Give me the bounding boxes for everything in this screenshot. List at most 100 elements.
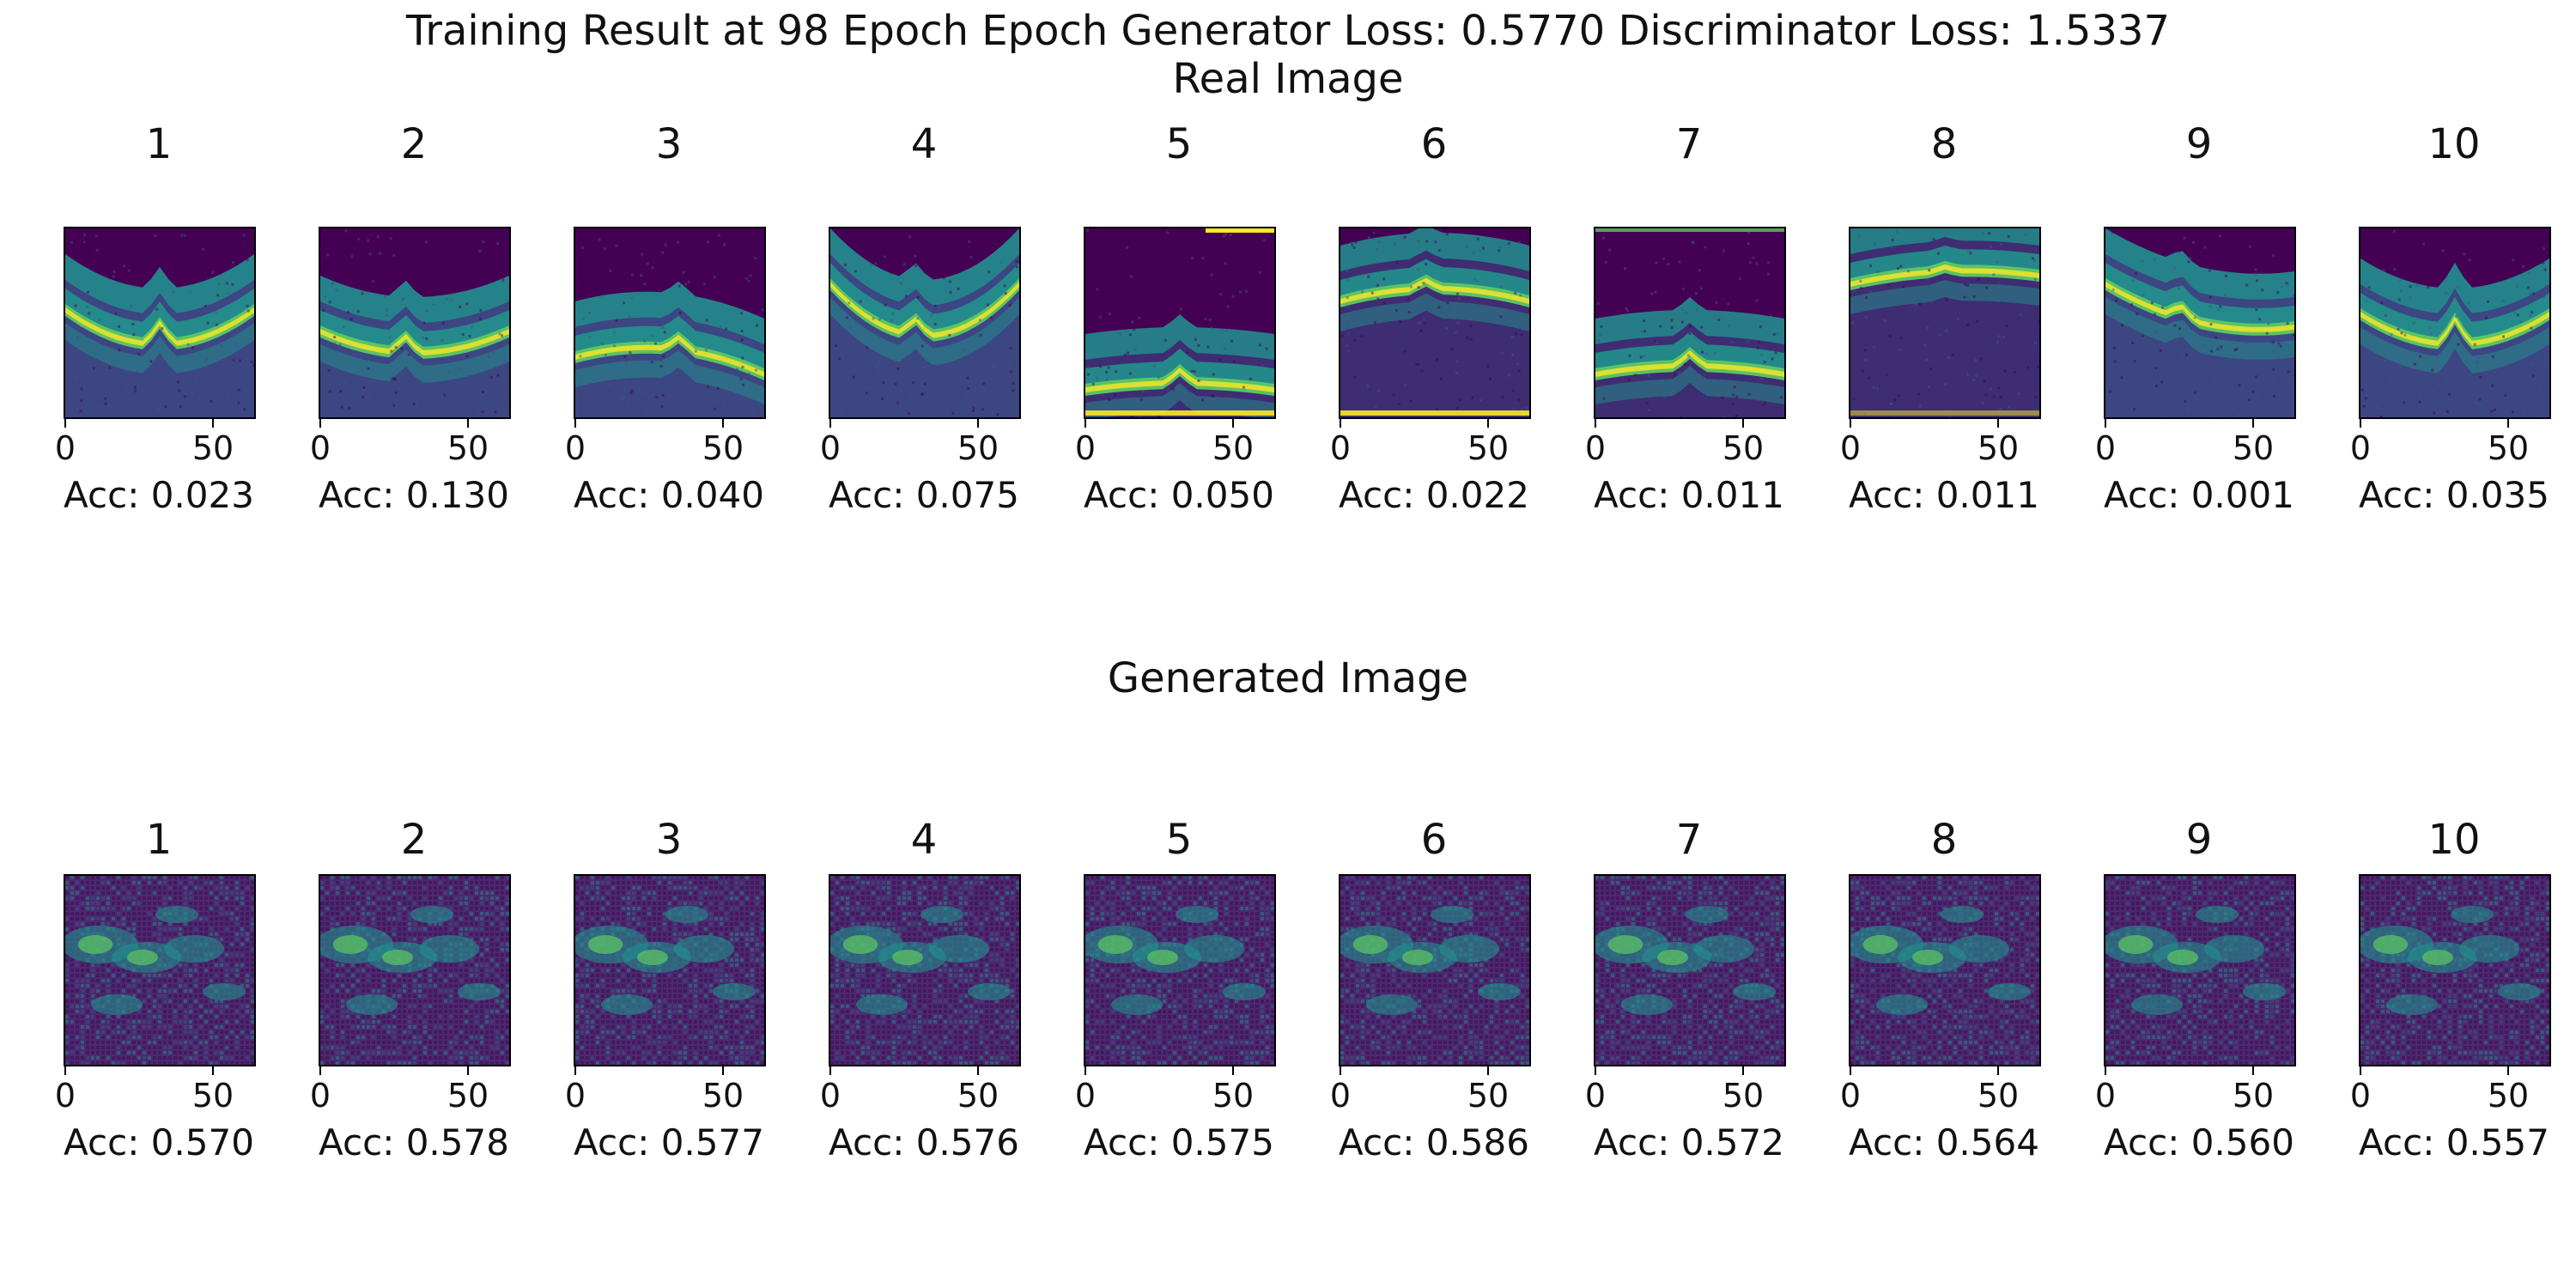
x-axis-tick	[64, 1066, 66, 1075]
gen-accuracy-label: Acc: 0.577	[574, 1121, 764, 1163]
x-axis-tick-label: 50	[957, 429, 999, 467]
x-axis-tick-label: 0	[54, 429, 76, 467]
x-axis-tick	[2360, 1066, 2361, 1075]
x-axis-tick	[1487, 1066, 1489, 1075]
real-panel: 4 0 50 Acc: 0.075	[820, 120, 1021, 516]
x-axis-tick-label: 0	[564, 1077, 586, 1115]
real-image-pixels	[1595, 228, 1784, 417]
x-axis-tick	[2252, 1066, 2254, 1075]
x-axis-tick-label: 50	[2232, 429, 2275, 467]
real-image-pixels	[2360, 228, 2549, 417]
real-image-heading: Real Image	[1172, 55, 1404, 103]
gen-panel: 9 0 50 Acc: 0.560	[2095, 816, 2296, 1163]
x-axis-tick-label: 0	[564, 429, 586, 467]
x-axis-tick	[1742, 419, 1744, 428]
x-axis-tick-label: 0	[1074, 1077, 1097, 1115]
gen-panel-number: 8	[1930, 816, 1958, 864]
x-axis-tick-label: 50	[447, 429, 489, 467]
x-axis-tick-label: 0	[1329, 1077, 1352, 1115]
x-axis-tick-label: 0	[819, 429, 841, 467]
x-axis-tick	[977, 1066, 979, 1075]
gen-accuracy-label: Acc: 0.576	[829, 1121, 1019, 1163]
real-accuracy-label: Acc: 0.035	[2359, 474, 2549, 516]
gen-panel: 4 0 50 Acc: 0.576	[820, 816, 1021, 1163]
x-axis-tick-label: 50	[702, 429, 744, 467]
real-accuracy-label: Acc: 0.001	[2104, 474, 2294, 516]
gen-image-pixels	[830, 876, 1019, 1065]
x-axis-tick	[1742, 1066, 1744, 1075]
x-axis-tick	[212, 1066, 214, 1075]
x-axis-tick-label: 0	[54, 1077, 76, 1115]
real-image	[2104, 227, 2296, 419]
real-panel: 9 0 50 Acc: 0.001	[2095, 120, 2296, 516]
gen-image-pixels	[575, 876, 764, 1065]
x-axis-tick	[2507, 1066, 2509, 1075]
real-panel: 1 0 50 Acc: 0.023	[55, 120, 256, 516]
gen-panel: 3 0 50 Acc: 0.577	[565, 816, 766, 1163]
real-panel: 3 0 50 Acc: 0.040	[565, 120, 766, 516]
x-axis-tick-label: 50	[957, 1077, 999, 1115]
x-axis-tick-label: 50	[191, 429, 234, 467]
real-panel-number: 2	[400, 120, 428, 168]
x-axis-tick	[829, 1066, 831, 1075]
gen-panel-number: 2	[400, 816, 428, 864]
gen-image-pixels	[1850, 876, 2039, 1065]
real-accuracy-label: Acc: 0.023	[64, 474, 254, 516]
x-axis-tick-label: 0	[819, 1077, 841, 1115]
x-axis-tick	[1340, 1066, 1341, 1075]
real-image	[829, 227, 1021, 419]
real-panel-number: 8	[1930, 120, 1958, 168]
real-panel: 7 0 50 Acc: 0.011	[1585, 120, 1786, 516]
gen-panel: 7 0 50 Acc: 0.572	[1585, 816, 1786, 1163]
x-axis-tick	[2105, 1066, 2106, 1075]
real-accuracy-label: Acc: 0.022	[1339, 474, 1529, 516]
gen-image-pixels	[1340, 876, 1529, 1065]
gen-image-pixels	[65, 876, 254, 1065]
real-image	[1339, 227, 1531, 419]
x-axis-tick	[1595, 419, 1596, 428]
x-axis-tick	[722, 419, 724, 428]
real-image-pixels	[1085, 228, 1274, 417]
real-accuracy-label: Acc: 0.011	[1849, 474, 2039, 516]
real-panel-number: 4	[910, 120, 938, 168]
x-axis-tick	[1084, 419, 1086, 428]
x-axis-tick	[467, 419, 469, 428]
gen-image	[2359, 874, 2551, 1066]
x-axis-tick	[1595, 1066, 1596, 1075]
x-axis-tick	[64, 419, 66, 428]
gen-image	[1849, 874, 2041, 1066]
gen-panel-number: 5	[1165, 816, 1193, 864]
gen-accuracy-label: Acc: 0.570	[64, 1121, 254, 1163]
real-accuracy-label: Acc: 0.011	[1594, 474, 1784, 516]
real-panel: 6 0 50 Acc: 0.022	[1330, 120, 1531, 516]
gen-image-pixels	[320, 876, 509, 1065]
x-axis-tick	[574, 419, 576, 428]
gen-panel: 2 0 50 Acc: 0.578	[310, 816, 511, 1163]
gen-accuracy-label: Acc: 0.578	[319, 1121, 509, 1163]
x-axis-tick	[1084, 1066, 1086, 1075]
x-axis-tick-label: 50	[191, 1077, 234, 1115]
x-axis-tick	[319, 419, 321, 428]
x-axis-tick	[1232, 1066, 1234, 1075]
gen-panel-number: 3	[655, 816, 683, 864]
gen-image	[64, 874, 256, 1066]
gen-panel-number: 9	[2185, 816, 2213, 864]
real-panel-number: 10	[2427, 120, 2481, 168]
x-axis-tick	[1850, 419, 1851, 428]
gen-accuracy-label: Acc: 0.564	[1849, 1121, 2039, 1163]
gen-image	[1594, 874, 1786, 1066]
x-axis-tick-label: 50	[1212, 1077, 1255, 1115]
real-panel-number: 3	[655, 120, 683, 168]
gen-panel: 6 0 50 Acc: 0.586	[1330, 816, 1531, 1163]
gen-panel-number: 1	[145, 816, 173, 864]
real-image-pixels	[575, 228, 764, 417]
gen-image	[319, 874, 511, 1066]
gen-accuracy-label: Acc: 0.586	[1339, 1121, 1529, 1163]
real-image	[1084, 227, 1276, 419]
x-axis-tick	[2360, 419, 2361, 428]
gen-image-pixels	[1595, 876, 1784, 1065]
x-axis-tick	[1340, 419, 1341, 428]
x-axis-tick-label: 50	[1722, 1077, 1765, 1115]
gen-image-pixels	[1085, 876, 1274, 1065]
x-axis-tick-label: 50	[702, 1077, 744, 1115]
